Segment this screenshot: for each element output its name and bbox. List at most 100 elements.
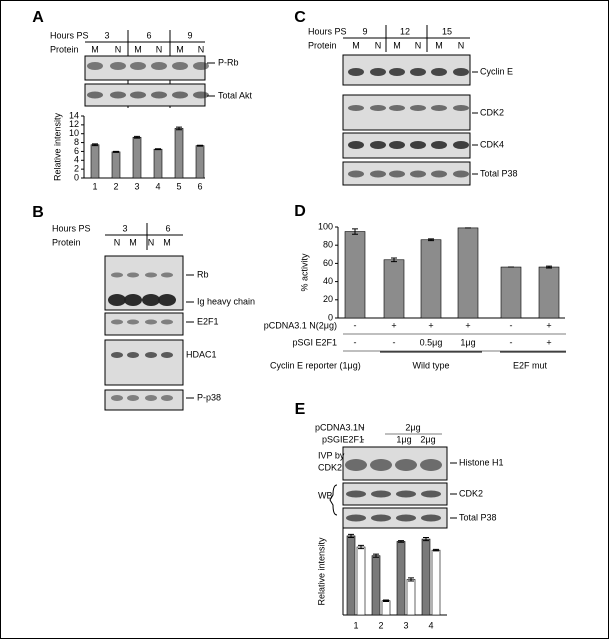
band (127, 352, 139, 358)
row-label: pSGIE2F1 (322, 434, 364, 444)
blot-label: Total Akt (218, 90, 253, 100)
hours-value: 6 (165, 223, 170, 233)
blot-label: Rb (197, 269, 209, 279)
y-tick-label: 2 (74, 164, 79, 174)
blot (104, 339, 184, 386)
protein-value: N (375, 40, 382, 50)
protein-value: N (114, 237, 121, 247)
panel-label: C (294, 9, 306, 26)
error-bar (383, 599, 389, 603)
protein-value: N (115, 44, 122, 54)
bar (371, 555, 381, 616)
protein-value: N (148, 237, 155, 247)
blot-label: HDAC1 (186, 349, 217, 359)
error-bar (433, 548, 439, 552)
band (453, 105, 469, 111)
band (172, 91, 188, 99)
band (346, 490, 366, 498)
protein-value: M (134, 44, 142, 54)
blot-label: Ig heavy chain (197, 296, 255, 306)
error-bar (398, 540, 404, 543)
row-cell: 1μg (460, 337, 475, 347)
protein-value: N (458, 40, 465, 50)
bar (132, 136, 142, 179)
band (421, 490, 441, 498)
bar (153, 148, 163, 179)
blot (342, 482, 448, 506)
blot (342, 94, 471, 131)
row-cell: - (362, 434, 365, 444)
protein-value: N (415, 40, 422, 50)
hours-value: 9 (187, 30, 192, 40)
band (127, 395, 139, 401)
error-bar (373, 553, 379, 558)
x-tick-label: 3 (134, 181, 139, 191)
x-tick-label: 1 (353, 620, 358, 630)
blot (342, 54, 471, 86)
band (348, 170, 364, 178)
y-tick-label: 100 (318, 221, 333, 231)
bar (538, 266, 560, 319)
band (161, 352, 173, 358)
row-cell: + (391, 320, 396, 330)
band (130, 62, 146, 70)
band (453, 141, 469, 149)
band (193, 91, 209, 99)
band (389, 170, 405, 178)
band (111, 319, 123, 325)
band (145, 352, 157, 358)
blot-label: CDK2 (480, 107, 504, 117)
x-tick-label: 1 (92, 181, 97, 191)
band (410, 68, 426, 76)
y-tick-label: 12 (69, 119, 79, 129)
band (371, 490, 391, 498)
bar (195, 145, 205, 179)
y-axis-label: Relative intensity (52, 112, 62, 181)
row-cell: - (393, 337, 396, 347)
hours-value: 9 (362, 26, 367, 36)
blot-label: Cyclin E (480, 66, 513, 76)
band (453, 170, 469, 178)
band (410, 170, 426, 178)
band (431, 141, 447, 149)
error-bar (358, 544, 364, 550)
hours-value: 12 (400, 26, 410, 36)
row-cell: 2μg (405, 422, 420, 432)
error-bar (423, 536, 429, 542)
band (389, 141, 405, 149)
protein-value: M (91, 44, 99, 54)
row-cell: - (354, 337, 357, 347)
x-tick-label: 2 (113, 181, 118, 191)
y-tick-label: 10 (69, 128, 79, 138)
bar (420, 239, 442, 319)
blot (104, 312, 184, 336)
hours-label: Hours PS (52, 223, 91, 233)
band (161, 272, 173, 278)
band (431, 105, 447, 111)
row-cell: - (362, 422, 365, 432)
bar (500, 266, 522, 319)
band (420, 459, 442, 471)
bar (346, 535, 356, 616)
y-tick-label: 60 (323, 258, 333, 268)
error-bar (197, 144, 203, 147)
row-cell: - (510, 320, 513, 330)
row-label: pSGI E2F1 (292, 337, 337, 347)
band (151, 91, 167, 99)
group-label: Wild type (412, 360, 449, 370)
band (370, 170, 386, 178)
hours-value: 6 (146, 30, 151, 40)
group-label: E2F mut (513, 360, 548, 370)
band (395, 459, 417, 471)
band (396, 490, 416, 498)
reporter-label: Cyclin E reporter (1μg) (270, 360, 361, 370)
band (111, 395, 123, 401)
panel-label: E (295, 401, 306, 418)
band (453, 68, 469, 76)
x-tick-label: 6 (197, 181, 202, 191)
brace (329, 484, 338, 516)
error-bar (352, 228, 358, 235)
band (348, 105, 364, 111)
band (108, 294, 126, 306)
